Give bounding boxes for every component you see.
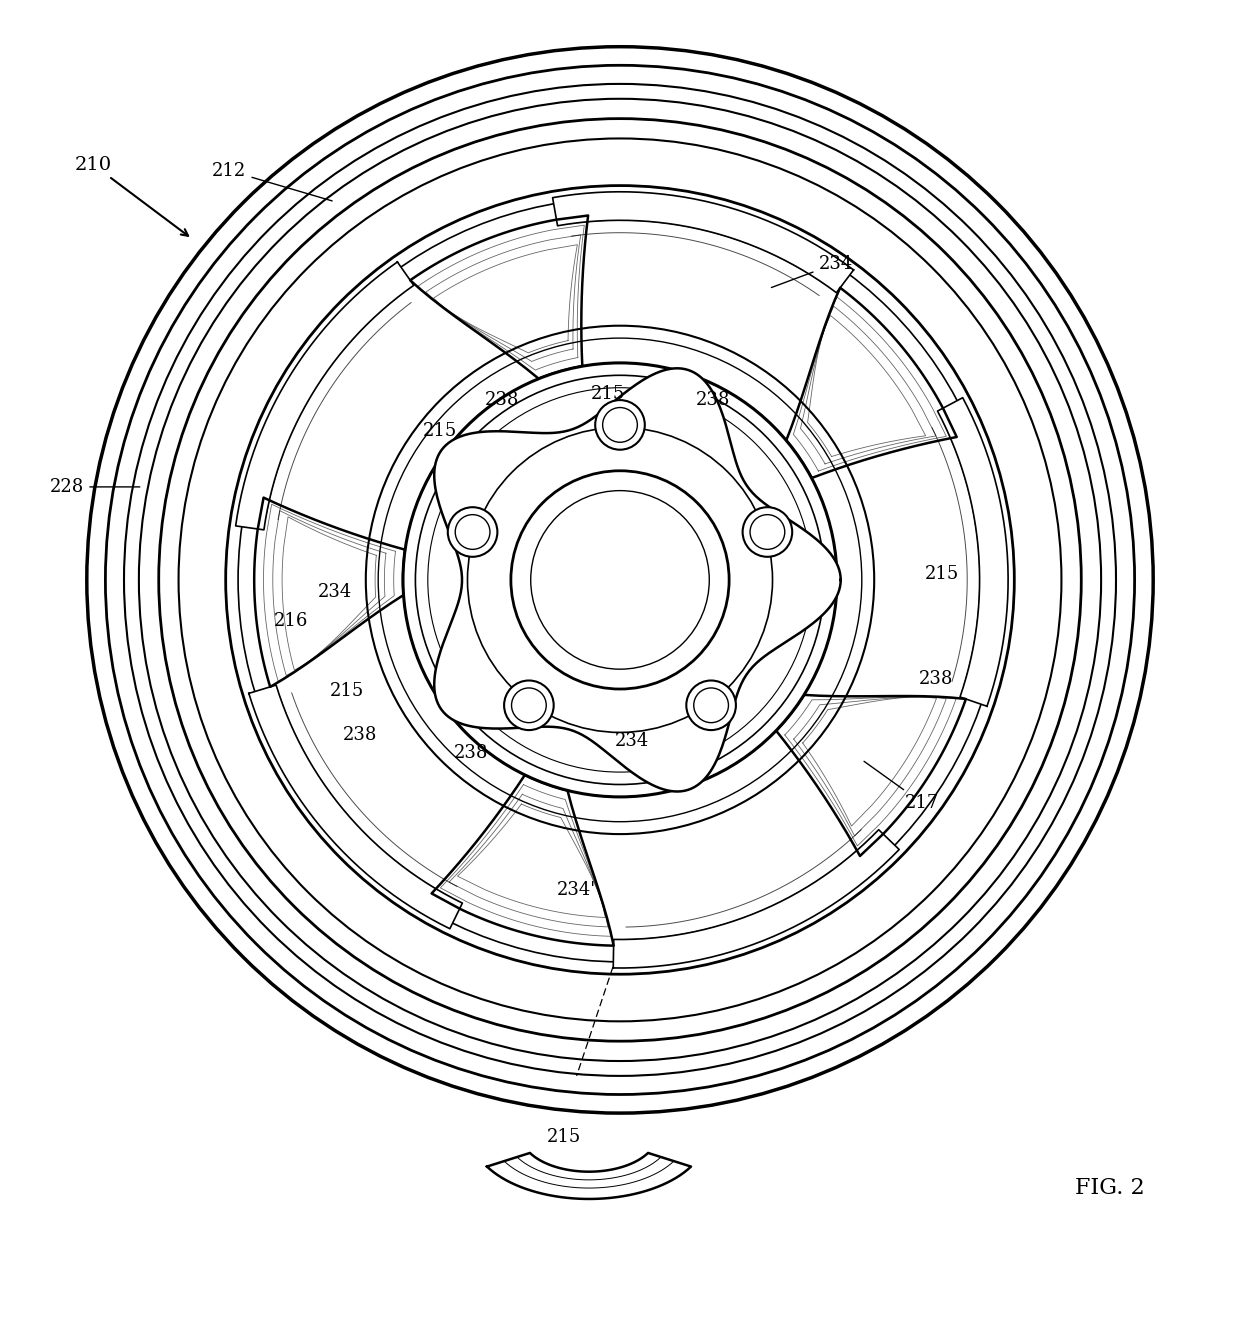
Text: 212: 212 — [212, 161, 332, 201]
Polygon shape — [487, 1153, 691, 1199]
Polygon shape — [432, 775, 614, 946]
Polygon shape — [249, 686, 463, 929]
Text: 234: 234 — [317, 584, 352, 601]
Circle shape — [743, 507, 792, 557]
Polygon shape — [786, 288, 957, 478]
Circle shape — [403, 363, 837, 797]
Circle shape — [505, 680, 554, 731]
Polygon shape — [937, 398, 1008, 707]
Text: 234: 234 — [615, 732, 650, 750]
Circle shape — [159, 119, 1081, 1041]
Circle shape — [686, 680, 735, 731]
Text: 234: 234 — [771, 255, 853, 288]
Text: 238: 238 — [342, 727, 377, 744]
Polygon shape — [614, 830, 899, 968]
Polygon shape — [254, 498, 405, 687]
Polygon shape — [434, 369, 841, 791]
Text: 215: 215 — [330, 683, 365, 700]
Text: 215: 215 — [925, 564, 960, 583]
Text: 238: 238 — [919, 670, 954, 688]
Polygon shape — [776, 695, 966, 856]
Polygon shape — [553, 192, 853, 293]
Text: 216: 216 — [274, 612, 309, 630]
Text: 234': 234' — [557, 881, 596, 898]
Text: 215: 215 — [423, 423, 458, 440]
Circle shape — [467, 428, 773, 732]
Circle shape — [511, 470, 729, 690]
Text: 217: 217 — [864, 761, 940, 812]
Text: 215: 215 — [547, 1128, 582, 1145]
Polygon shape — [236, 262, 414, 530]
Circle shape — [595, 400, 645, 449]
Text: 238: 238 — [485, 391, 520, 410]
Text: 238: 238 — [696, 391, 730, 410]
Text: 215: 215 — [590, 384, 625, 403]
Polygon shape — [410, 215, 588, 379]
Circle shape — [448, 507, 497, 557]
Text: 210: 210 — [74, 156, 188, 236]
Text: 228: 228 — [50, 478, 140, 495]
Text: FIG. 2: FIG. 2 — [1075, 1177, 1145, 1198]
Text: 238: 238 — [454, 745, 489, 762]
